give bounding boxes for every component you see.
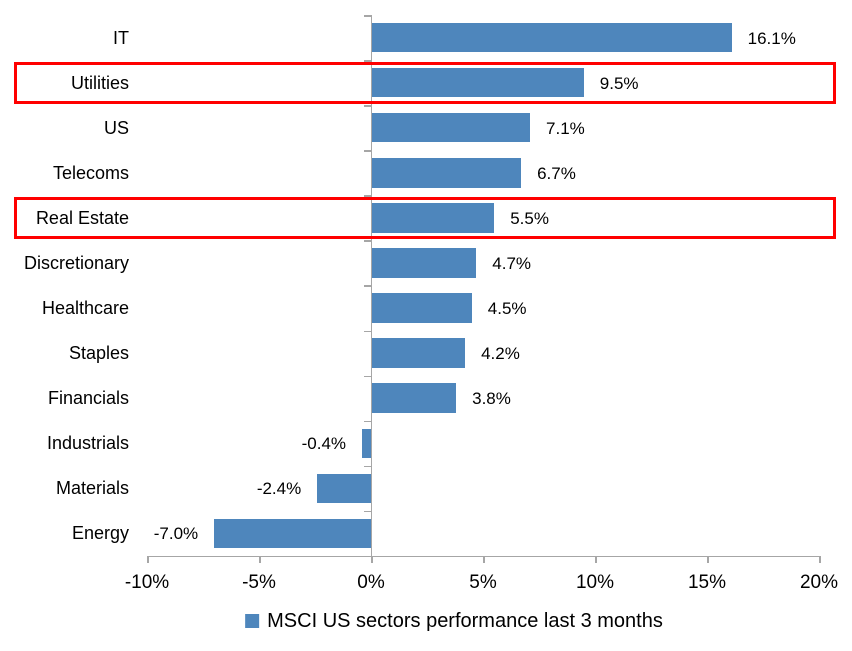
category-label-real-estate: Real Estate xyxy=(35,207,129,228)
x-axis-tick xyxy=(147,556,149,563)
value-label-it: 16.1% xyxy=(747,28,796,48)
bar-utilities xyxy=(371,67,584,98)
category-boundary-tick xyxy=(364,150,371,152)
x-axis-tick xyxy=(819,556,821,563)
highlight-box-real-estate xyxy=(14,196,836,240)
category-label-it: IT xyxy=(113,27,129,48)
category-boundary-tick xyxy=(364,60,371,62)
category-label-discretionary: Discretionary xyxy=(23,252,129,273)
category-label-materials: Materials xyxy=(55,478,129,499)
bar-us xyxy=(371,112,531,143)
value-label-us: 7.1% xyxy=(546,118,585,138)
value-label-financials: 3.8% xyxy=(472,389,511,409)
category-label-financials: Financials xyxy=(47,388,129,409)
category-label-energy: Energy xyxy=(71,523,129,544)
category-boundary-tick xyxy=(364,330,371,333)
value-label-real-estate: 5.5% xyxy=(510,208,549,228)
bar-discretionary xyxy=(371,248,477,278)
bar-industrials xyxy=(362,428,371,458)
x-axis-tick-label: 5% xyxy=(469,572,497,593)
value-label-healthcare: 4.5% xyxy=(487,299,527,319)
x-axis-tick-label: -5% xyxy=(242,572,276,593)
category-label-us: US xyxy=(103,117,129,138)
x-axis-tick-label: 10% xyxy=(575,572,615,593)
bar-energy xyxy=(214,518,371,549)
value-label-staples: 4.2% xyxy=(481,344,520,364)
x-axis-tick xyxy=(483,556,485,563)
y-axis-line xyxy=(371,15,372,563)
highlight-box-utilities xyxy=(14,61,836,105)
x-axis-tick-label: 15% xyxy=(687,572,727,593)
category-boundary-tick xyxy=(364,465,371,468)
category-boundary-tick xyxy=(364,195,371,197)
bar-healthcare xyxy=(371,293,472,323)
category-label-utilities: Utilities xyxy=(70,72,129,93)
legend-label: MSCI US sectors performance last 3 month… xyxy=(267,610,663,632)
category-label-industrials: Industrials xyxy=(46,433,129,454)
bar-materials xyxy=(317,473,371,504)
legend-marker-icon xyxy=(245,614,260,628)
value-label-discretionary: 4.7% xyxy=(492,253,532,273)
x-axis-tick-label: -10% xyxy=(124,572,170,593)
x-axis-tick xyxy=(259,556,261,563)
bar-it xyxy=(371,22,732,53)
category-label-staples: Staples xyxy=(68,343,129,364)
category-boundary-tick xyxy=(364,240,371,242)
bar-telecoms xyxy=(371,158,522,188)
value-label-telecoms: 6.7% xyxy=(537,163,576,183)
x-axis-tick-label: 20% xyxy=(799,572,839,593)
bar-staples xyxy=(371,338,466,368)
x-axis-tick xyxy=(371,556,373,563)
value-label-utilities: 9.5% xyxy=(599,73,639,93)
category-boundary-tick xyxy=(364,375,371,378)
x-axis-tick-label: 0% xyxy=(357,572,385,593)
category-boundary-tick xyxy=(364,105,371,107)
value-label-industrials: -0.4% xyxy=(301,434,347,454)
category-boundary-tick xyxy=(364,420,371,423)
x-axis-tick xyxy=(595,556,597,563)
value-label-materials: -2.4% xyxy=(256,479,302,499)
x-axis-tick xyxy=(707,556,709,563)
category-label-telecoms: Telecoms xyxy=(52,162,129,183)
legend: MSCI US sectors performance last 3 month… xyxy=(245,611,663,631)
category-label-healthcare: Healthcare xyxy=(41,298,129,319)
category-boundary-tick xyxy=(364,285,371,287)
category-boundary-tick xyxy=(364,510,371,513)
bar-real-estate xyxy=(371,203,495,233)
category-boundary-tick xyxy=(364,15,371,17)
value-label-energy: -7.0% xyxy=(153,524,199,544)
bar-financials xyxy=(371,383,457,413)
